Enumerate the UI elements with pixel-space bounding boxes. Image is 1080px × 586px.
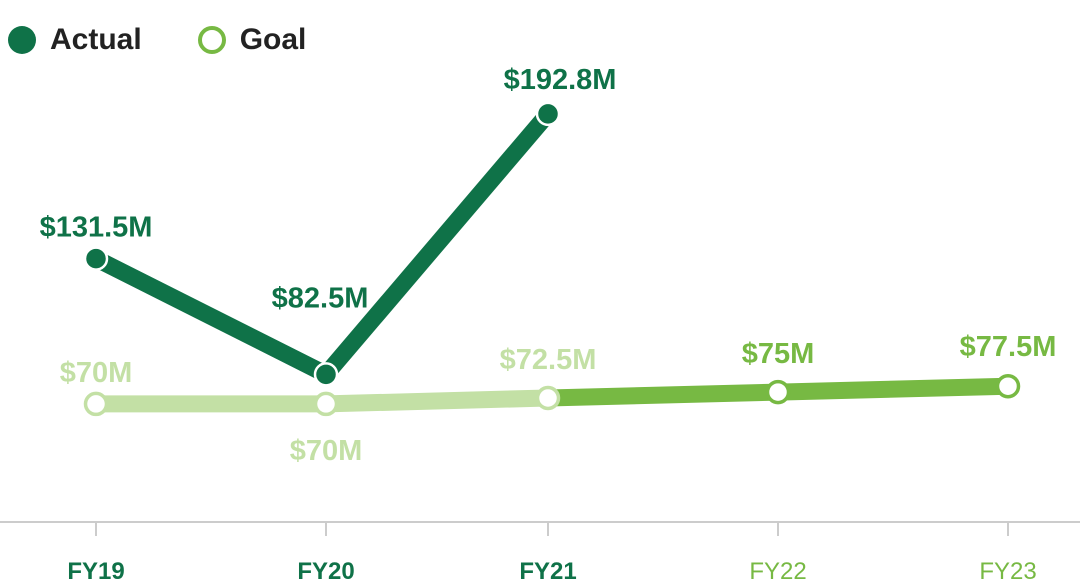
actual-point[interactable] (313, 362, 339, 387)
actual-data-label: $82.5M (272, 282, 369, 314)
x-tick-label: FY20 (297, 558, 354, 585)
legend-label-goal: Goal (239, 23, 307, 56)
goal-line-segment (547, 383, 779, 407)
actual-point[interactable] (83, 246, 109, 271)
goal-data-label: $75M (742, 338, 815, 370)
legend-item-actual[interactable]: Actual (8, 23, 142, 57)
actual-data-label: $192.8M (504, 64, 617, 96)
goal-data-label: $77.5M (960, 331, 1057, 363)
goal-point[interactable] (313, 391, 339, 417)
x-tick-label: FY22 (749, 558, 806, 585)
goal-data-label: $70M (290, 435, 363, 467)
x-tick-label: FY19 (67, 558, 124, 585)
goal-line-segment (325, 389, 549, 413)
actual-point[interactable] (535, 101, 561, 127)
goal-data-label: $72.5M (500, 344, 597, 376)
legend-swatch-actual (8, 26, 36, 54)
actual-data-label: $131.5M (40, 212, 153, 244)
x-tick-label: FY23 (979, 558, 1036, 585)
goal-point[interactable] (995, 373, 1021, 399)
legend-item-goal[interactable]: Goal (197, 23, 307, 57)
goal-point[interactable] (765, 379, 791, 405)
goal-point[interactable] (83, 391, 109, 417)
legend-label-actual: Actual (50, 23, 142, 56)
actual-line-segment (319, 108, 555, 380)
legend-swatch-goal (197, 26, 226, 54)
x-tick-label: FY21 (519, 558, 576, 585)
actual-line-segment (92, 251, 330, 382)
goal-line-segment (777, 377, 1009, 401)
goal-data-label: $70M (60, 357, 133, 389)
legend: Actual Goal (8, 20, 362, 60)
goal-point[interactable] (535, 385, 561, 411)
